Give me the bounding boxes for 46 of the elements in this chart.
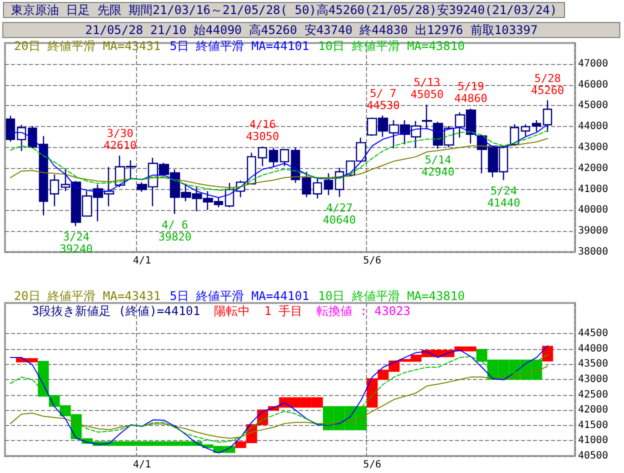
y-tick-label: 40500 [578,450,608,462]
annotation: 3/24 39240 [60,230,93,256]
text: 10日 終値平滑 MA=43810 [318,39,465,53]
y-tick-label: 43000 [578,142,608,153]
annotation: 4/27 40640 [322,201,356,226]
y-tick-label: 41000 [578,435,608,446]
text: 5日 終値平滑 MA=44101 [170,289,310,303]
annotation: 3段抜き新値足 (終値)=44101 [32,304,200,318]
text: 5日 終値平滑 MA=44101 [170,39,310,53]
y-tick-label: 44500 [578,328,608,340]
y-tick-label: 42000 [578,162,608,174]
annotation: 5/14 42940 [421,153,455,178]
text: 20日 終値平滑 MA=43431 [14,289,161,303]
y-tick-label: 43500 [578,358,608,370]
x-tick-label: 4/1 [132,256,152,266]
x-tick-label: 5/6 [363,256,382,266]
y-tick-label: 47000 [578,58,608,70]
y-tick-label: 41500 [578,420,608,431]
y-tick-label: 39000 [578,226,608,237]
x-tick-label: 4/1 [132,460,152,470]
y-tick-label: 42500 [578,389,608,400]
annotation: 5/ 7 44530 [366,87,400,112]
text: 10日 終値平滑 MA=43810 [318,289,465,303]
annotation: 1 手目 [264,304,303,318]
annotation: 5/19 44860 [454,80,488,106]
text: 20日 終値平滑 MA=43431 [14,39,161,53]
annotation: 陽転中 [214,304,250,318]
chart-title: 東京原油 日足 先限 期間21/03/16～21/05/28( 50)高45260(21/05/28)安39240(21/03/24) [11,3,558,17]
chart-subtitle: 21/05/28 21/10 始44090 高45260 安43740 終44830 出12976 前取103397 [85,23,538,37]
y-tick-label: 46000 [578,79,608,90]
annotation: 5/28 45260 [531,72,564,97]
y-tick-label: 38000 [578,246,608,258]
y-tick-label: 44000 [578,343,608,354]
y-tick-label: 45000 [578,100,608,112]
y-tick-label: 41000 [578,184,608,195]
y-tick-label: 44000 [578,121,608,132]
annotation: 5/24 41440 [487,184,520,210]
annotation: 4/16 43050 [246,118,280,143]
y-tick-label: 42000 [578,404,608,416]
x-tick-label: 5/6 [363,460,382,470]
y-tick-label: 40000 [578,204,608,216]
y-tick-label: 43000 [578,374,608,385]
annotation: 転換値 : 43023 [316,304,410,318]
annotation: 3/30 42610 [104,127,137,152]
annotation: 5/13 45050 [410,76,444,102]
annotation: 4/ 6 39820 [158,218,192,244]
